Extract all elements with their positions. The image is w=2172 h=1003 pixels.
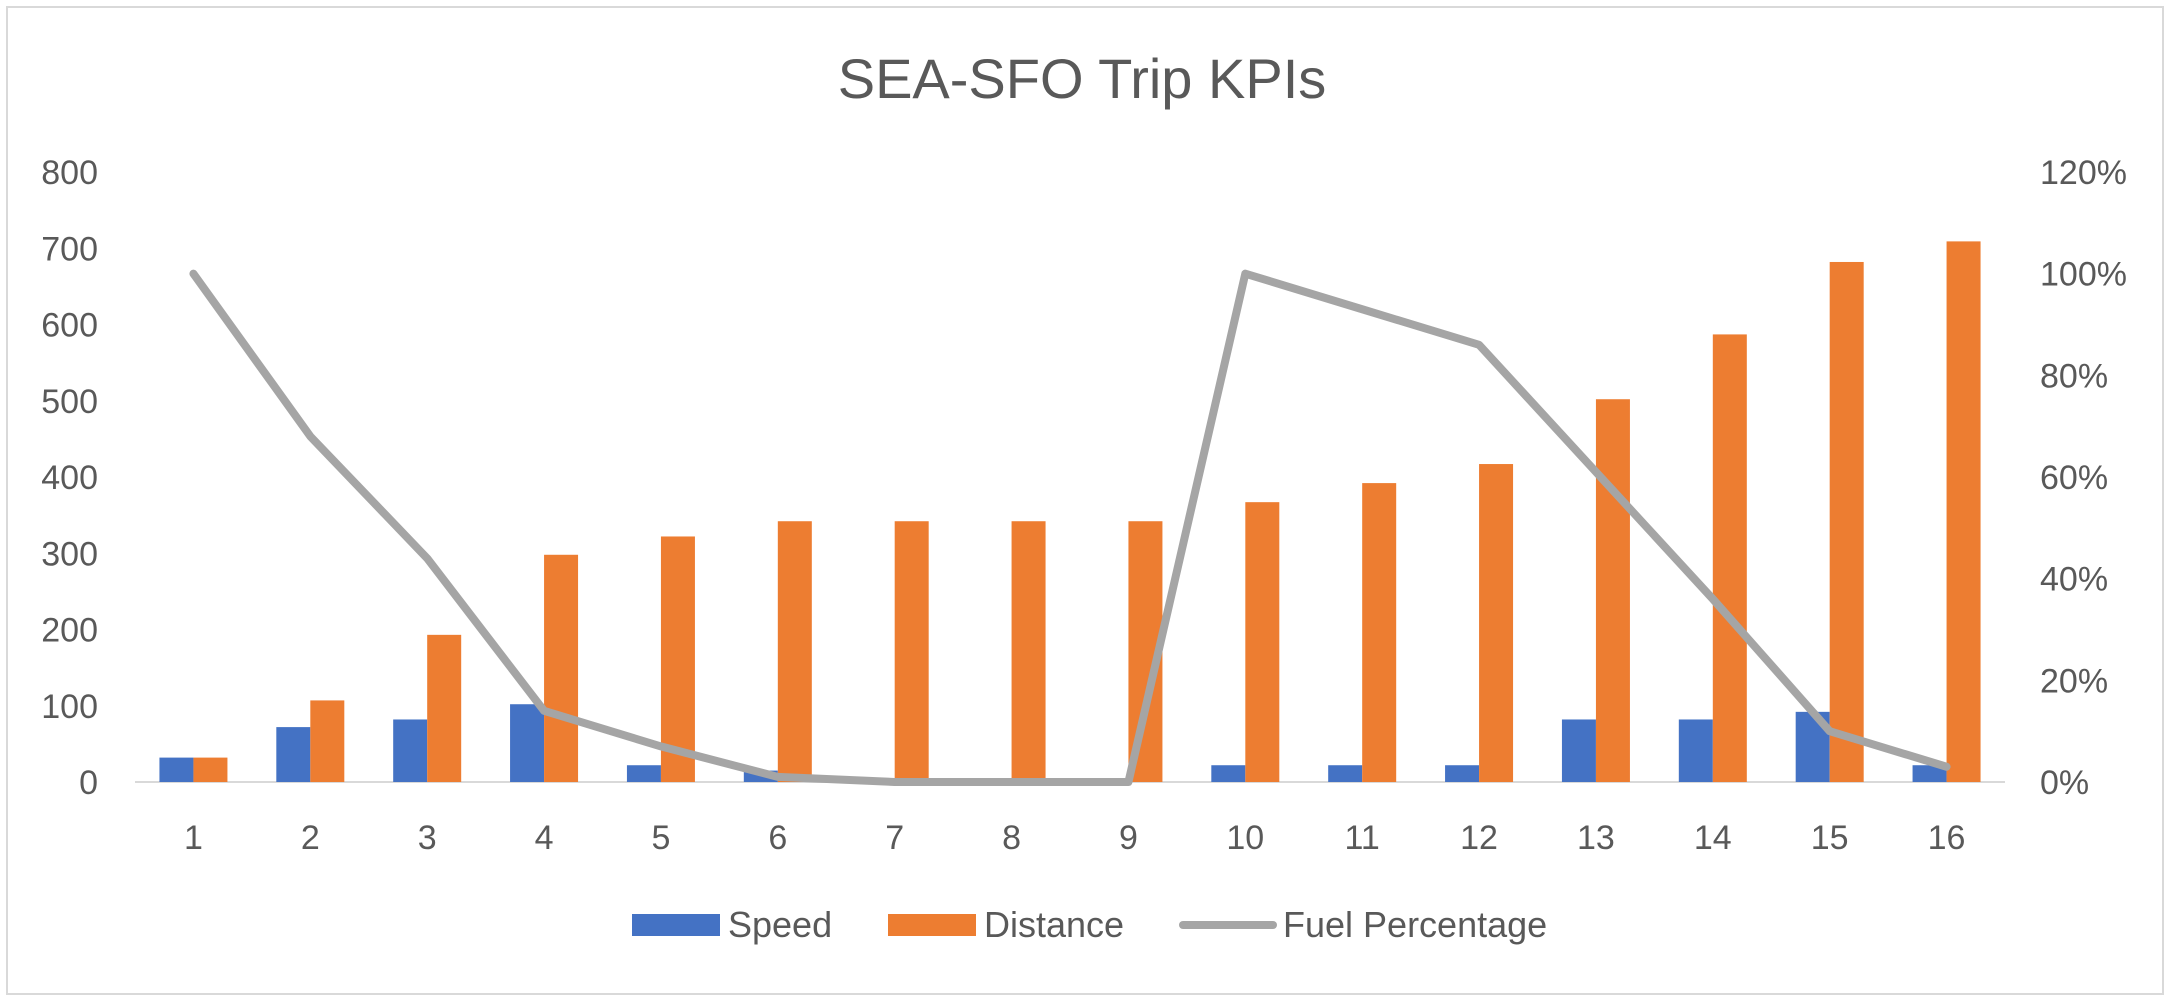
bar-speed xyxy=(1328,765,1363,782)
x-axis-tick-label: 6 xyxy=(768,819,787,857)
x-axis-tick-label: 8 xyxy=(1002,819,1021,857)
legend-label-fuel-percentage: Fuel Percentage xyxy=(1283,904,1547,945)
left-axis-tick-label: 400 xyxy=(41,459,98,497)
left-axis: 0 100 200 300 400 500 600 700 800 xyxy=(41,154,98,802)
left-axis-tick-label: 700 xyxy=(41,230,98,268)
bar-speed xyxy=(1678,719,1713,782)
x-axis-tick-label: 4 xyxy=(535,819,554,857)
x-axis-tick-label: 2 xyxy=(301,819,320,857)
left-axis-tick-label: 100 xyxy=(41,688,98,726)
bar-distance xyxy=(310,700,345,782)
bar-distance xyxy=(1712,334,1747,782)
bar-speed xyxy=(393,719,428,782)
x-axis-tick-label: 3 xyxy=(418,819,437,857)
legend-swatch-distance xyxy=(888,914,976,936)
left-axis-tick-label: 600 xyxy=(41,307,98,345)
left-axis-tick-label: 500 xyxy=(41,383,98,421)
chart-frame xyxy=(6,6,2164,995)
left-axis-tick-label: 300 xyxy=(41,535,98,573)
legend-label-distance: Distance xyxy=(984,904,1124,945)
bar-series-group xyxy=(159,241,1981,783)
bar-distance xyxy=(427,634,462,782)
x-axis-tick-label: 10 xyxy=(1226,819,1264,857)
x-axis-tick-label: 11 xyxy=(1345,819,1380,857)
bar-distance xyxy=(894,521,929,782)
bar-speed xyxy=(1561,719,1596,782)
left-axis-tick-label: 0 xyxy=(79,764,98,802)
right-axis: 0% 20% 40% 60% 80% 100% 120% xyxy=(2040,154,2127,802)
bar-distance xyxy=(544,554,579,782)
right-axis-tick-label: 20% xyxy=(2040,662,2108,700)
line-series-group xyxy=(189,269,1951,786)
x-axis-tick-label: 1 xyxy=(184,819,203,857)
bar-distance xyxy=(660,536,695,782)
bar-distance xyxy=(777,521,812,782)
bar-distance xyxy=(1479,464,1514,782)
right-axis-tick-label: 100% xyxy=(2040,256,2127,294)
right-axis-tick-label: 60% xyxy=(2040,459,2108,497)
right-axis-tick-label: 80% xyxy=(2040,357,2108,395)
bar-speed xyxy=(1211,765,1246,782)
right-axis-tick-label: 120% xyxy=(2040,154,2127,192)
bar-speed xyxy=(1912,765,1947,782)
x-axis-tick-label: 9 xyxy=(1119,819,1138,857)
legend: Speed Distance Fuel Percentage xyxy=(632,904,1547,945)
chart-title: SEA-SFO Trip KPIs xyxy=(838,47,1327,110)
x-axis-tick-label: 5 xyxy=(651,819,670,857)
bar-distance xyxy=(1362,483,1397,782)
bar-speed xyxy=(626,765,661,782)
legend-swatch-speed xyxy=(632,914,720,936)
left-axis-tick-label: 200 xyxy=(41,612,98,650)
bar-speed xyxy=(159,757,194,782)
bar-distance xyxy=(1829,261,1864,783)
right-axis-tick-label: 40% xyxy=(2040,561,2108,599)
bar-speed xyxy=(1445,765,1480,782)
bar-distance xyxy=(193,757,228,782)
x-axis-tick-label: 12 xyxy=(1460,819,1498,857)
x-axis: 1 2 3 4 5 6 7 8 9 10 11 12 13 14 15 16 xyxy=(135,781,2005,857)
x-axis-tick-label: 15 xyxy=(1811,819,1849,857)
bar-speed xyxy=(276,727,311,782)
line-fuel-percentage xyxy=(189,269,1951,786)
legend-label-speed: Speed xyxy=(728,904,832,945)
bar-distance xyxy=(1946,241,1981,782)
bar-speed xyxy=(510,704,545,782)
left-axis-tick-label: 800 xyxy=(41,154,98,192)
x-axis-tick-label: 14 xyxy=(1694,819,1732,857)
bar-distance xyxy=(1245,502,1280,782)
x-axis-tick-label: 7 xyxy=(885,819,904,857)
bar-distance xyxy=(1011,521,1046,782)
bar-distance xyxy=(1595,399,1630,782)
x-axis-tick-label: 16 xyxy=(1928,819,1966,857)
x-axis-tick-label: 13 xyxy=(1577,819,1615,857)
right-axis-tick-label: 0% xyxy=(2040,764,2089,802)
